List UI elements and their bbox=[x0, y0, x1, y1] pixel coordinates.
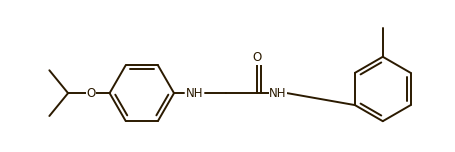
Text: O: O bbox=[86, 87, 96, 100]
Text: NH: NH bbox=[269, 87, 287, 100]
Text: NH: NH bbox=[186, 87, 203, 100]
Text: O: O bbox=[253, 51, 262, 64]
